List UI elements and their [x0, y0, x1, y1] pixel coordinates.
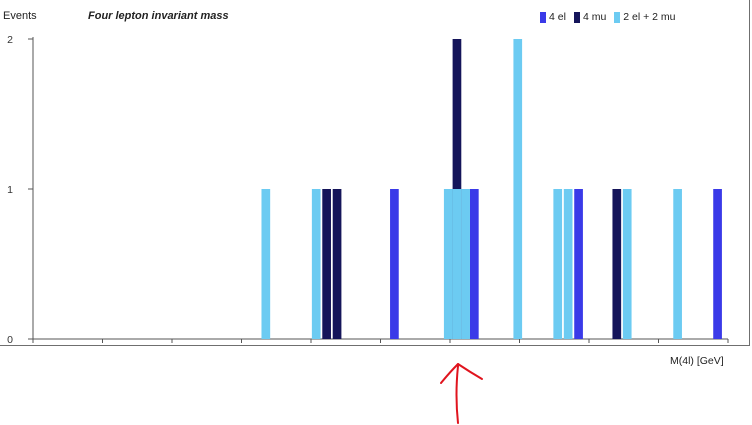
- legend-label-4mu: 4 mu: [582, 11, 607, 23]
- bar-2-el-2-mu: [513, 39, 523, 339]
- x-axis-label: M(4l) [GeV]: [670, 355, 724, 367]
- bar-2-el-2-mu: [311, 189, 321, 339]
- chart-frame: 0 20 40 60 80 100 120 140 160 180 200 0 1 2 Events Fo…: [0, 0, 750, 346]
- y-tick-label: 1: [7, 184, 13, 196]
- arrow-shaft: [455, 365, 459, 424]
- bar-4-el: [574, 189, 583, 339]
- bar-2-el-2-mu: [673, 189, 682, 339]
- x-tick-label: 140: [511, 344, 529, 345]
- bar-4-mu: [612, 189, 622, 339]
- bar-2-el-2-mu: [553, 189, 563, 339]
- x-tick-label: 120: [441, 344, 459, 345]
- arrow-head-left: [440, 363, 459, 384]
- bar-4-mu: [332, 189, 342, 339]
- legend-swatch-4el: [540, 11, 546, 23]
- histogram-chart: 0 20 40 60 80 100 120 140 160 180 200 0 1 2: [7, 34, 737, 345]
- legend-item-4mu: 4 mu: [573, 11, 607, 23]
- x-tick-label: 20: [97, 344, 109, 345]
- legend-swatch-4mu: [573, 11, 580, 23]
- legend-item-4el: 4 el: [540, 11, 566, 23]
- bar-2-el-2-mu: [452, 189, 462, 339]
- x-tick-label: 160: [580, 344, 598, 345]
- x-tick-label: 40: [166, 344, 178, 345]
- x-tick-label: 80: [305, 344, 317, 345]
- bar-2-el-2-mu: [443, 189, 453, 339]
- bar-2-el-2-mu: [461, 189, 470, 339]
- bar-2-el-2-mu: [622, 189, 632, 339]
- legend: 4 el 4 mu 2 el + 2 mu: [540, 11, 676, 23]
- x-tick-label: 60: [236, 344, 248, 345]
- legend-swatch-2el2mu: [614, 11, 621, 23]
- bar-4-mu: [322, 189, 331, 339]
- bar-4-el: [469, 189, 479, 339]
- legend-label-2el2mu: 2 el + 2 mu: [623, 11, 676, 23]
- x-tick-label: 200: [719, 344, 737, 345]
- bar-4-el: [390, 189, 399, 339]
- y-tick-label: 0: [7, 334, 13, 345]
- x-tick-label: 180: [650, 344, 668, 345]
- bar-2-el-2-mu: [563, 189, 573, 339]
- x-tick-label: 100: [372, 344, 390, 345]
- y-axis-label: Events: [3, 10, 37, 22]
- arrow-head-right: [457, 363, 483, 380]
- bar-4-el: [713, 189, 722, 339]
- legend-item-2el2mu: 2 el + 2 mu: [614, 11, 676, 23]
- chart-title: Four lepton invariant mass: [88, 10, 229, 22]
- x-tick-label: 0: [30, 344, 36, 345]
- y-tick-label: 2: [7, 34, 13, 46]
- bar-2-el-2-mu: [261, 189, 271, 339]
- legend-label-4el: 4 el: [549, 11, 566, 23]
